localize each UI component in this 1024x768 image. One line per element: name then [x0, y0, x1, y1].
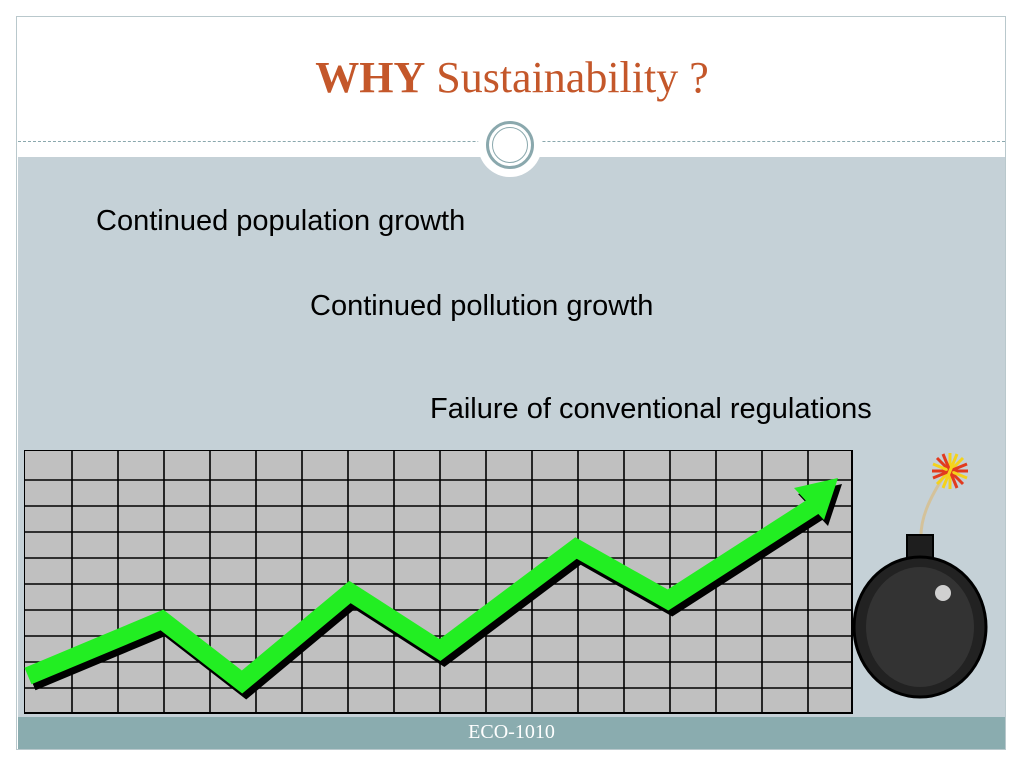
bullet-regulation-failure: Failure of conventional regulations [430, 393, 872, 425]
footer-course-label: ECO-1010 [468, 721, 555, 743]
bullet-population-growth: Continued population growth [96, 205, 466, 237]
bomb-icon [852, 453, 988, 699]
rising-arrow-graph-icon [24, 450, 853, 714]
slide-title: WHY Sustainability ? [0, 50, 1024, 106]
title-emphasis: WHY [315, 53, 426, 102]
title-rest: Sustainability ? [436, 53, 709, 102]
bullet-pollution-growth: Continued pollution growth [310, 290, 654, 322]
footer-bar: ECO-1010 [18, 717, 1005, 749]
circle-ornament-icon [478, 113, 542, 177]
